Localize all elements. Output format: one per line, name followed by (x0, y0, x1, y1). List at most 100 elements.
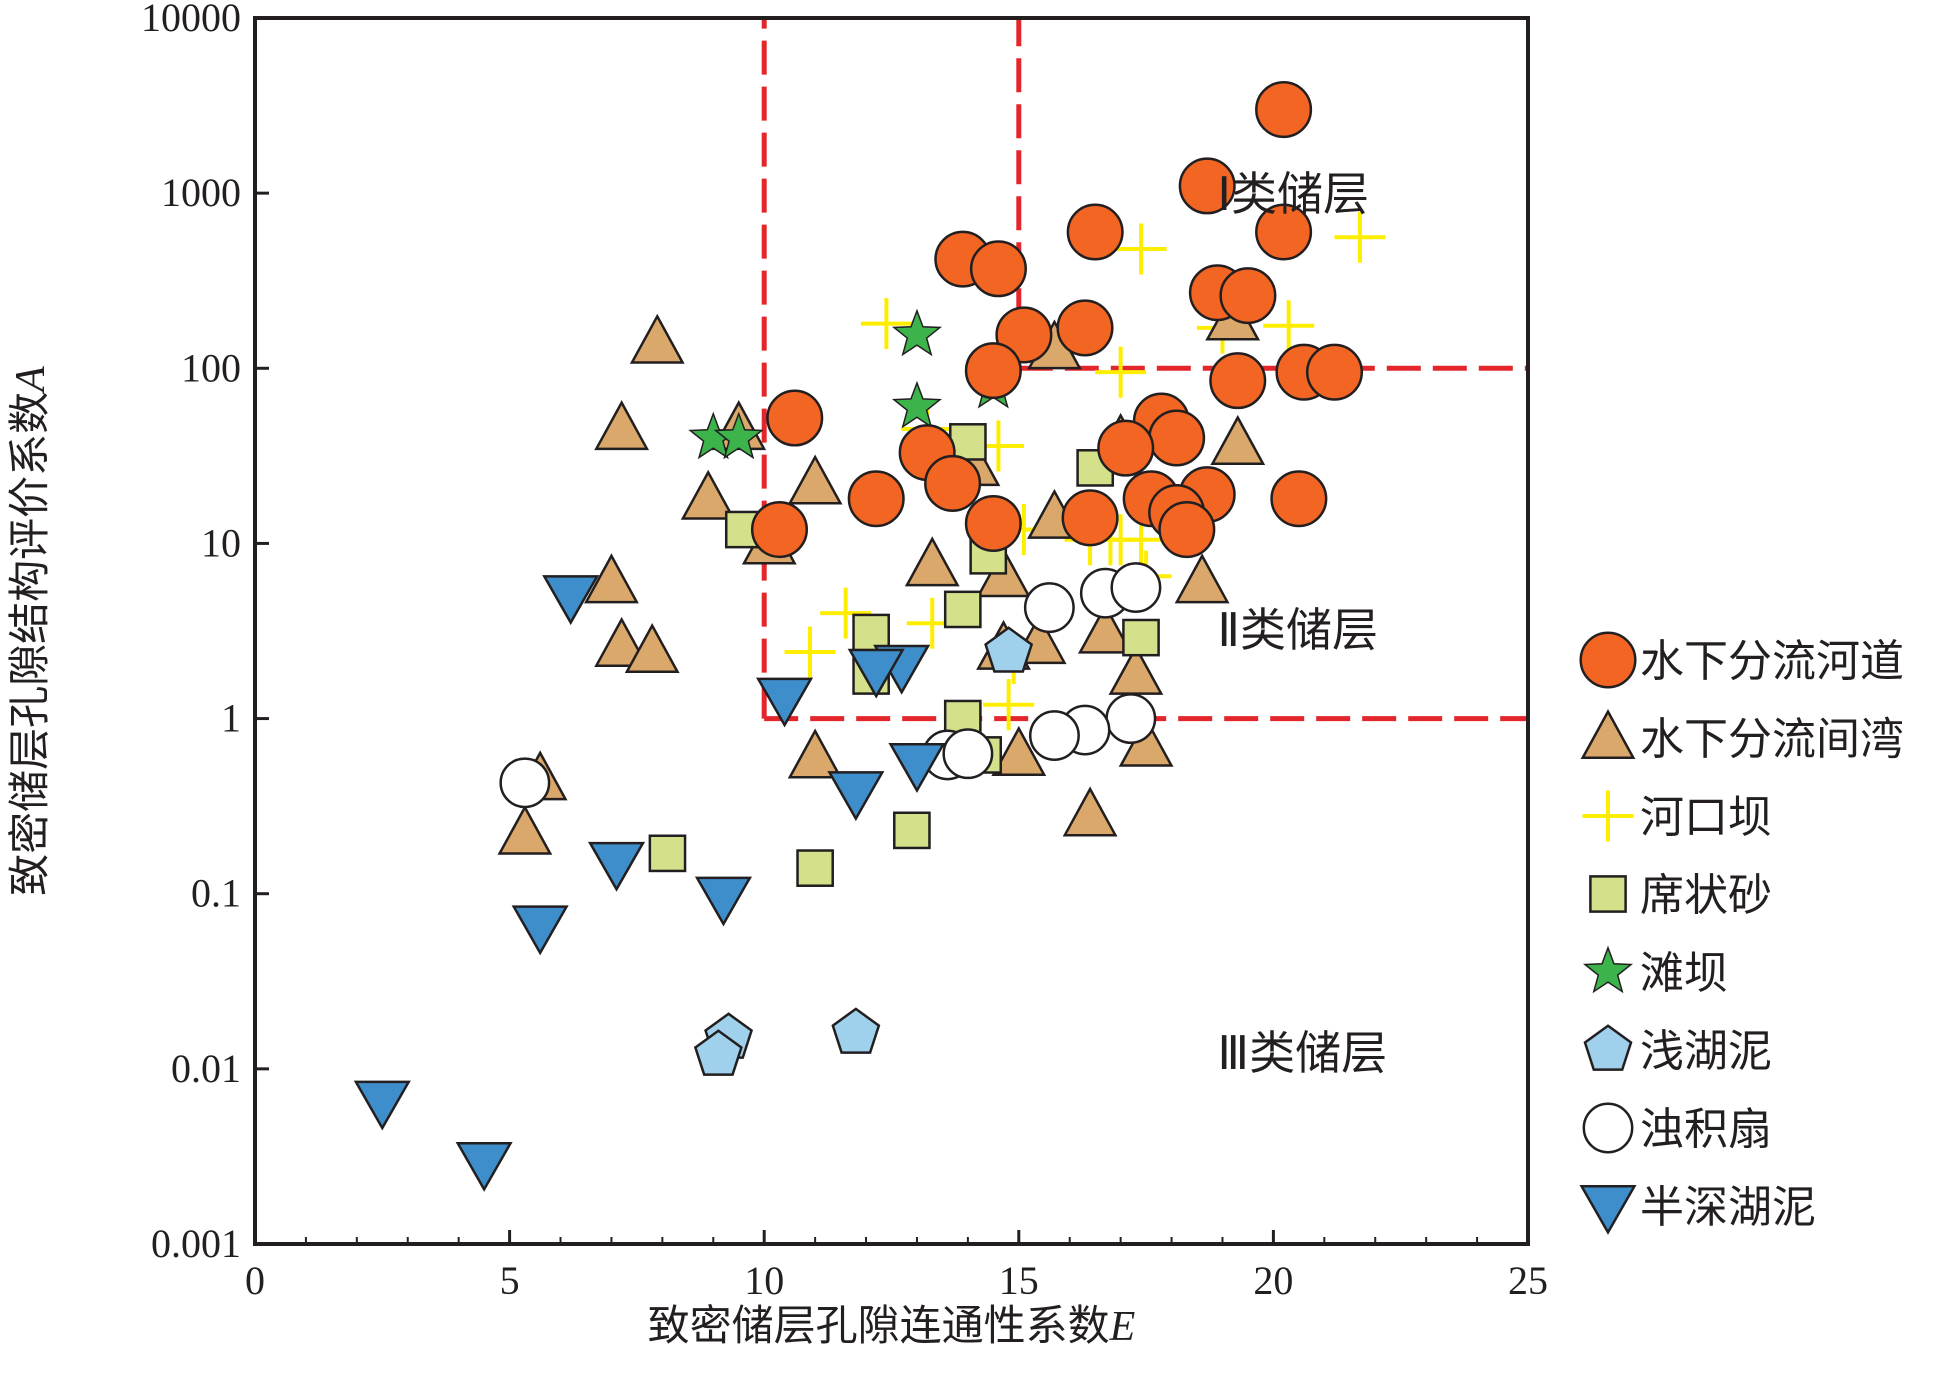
plot-frame (253, 16, 1530, 1246)
x-tick-label: 20 (1253, 1258, 1293, 1303)
x-tick-label: 0 (245, 1258, 265, 1303)
data-point-circle (969, 240, 1027, 298)
y-axis-title-var: A (8, 366, 54, 395)
data-point-open-circle (1023, 582, 1075, 634)
data-point-triangle (624, 622, 680, 674)
legend-marker-pentagon (1583, 1024, 1633, 1071)
y-tick-label: 100 (181, 345, 241, 390)
legend-label: 半深湖泥 (1640, 1182, 1816, 1233)
data-point-down-triangle (353, 1080, 411, 1131)
y-tick-label: 10 (201, 520, 241, 565)
x-tick-label: 10 (744, 1258, 784, 1303)
data-point-square (1122, 618, 1160, 657)
data-point-star (891, 308, 943, 357)
data-point-square (893, 811, 931, 850)
data-point-down-triangle (455, 1141, 513, 1192)
data-point-open-circle (1028, 710, 1080, 761)
data-point-square (648, 834, 687, 873)
x-axis-title: 致密储层孔隙连通性系数E (648, 1301, 1136, 1350)
data-point-down-triangle (847, 648, 905, 699)
legend-label: 浊积扇 (1640, 1104, 1772, 1155)
legend-label: 浅湖泥 (1640, 1026, 1772, 1077)
region-label: Ⅲ类储层 (1217, 1026, 1387, 1080)
y-tick-label: 0.01 (171, 1046, 241, 1091)
data-point-plus (1334, 211, 1386, 263)
y-tick-label: 10000 (141, 0, 241, 40)
data-point-circle (1209, 352, 1267, 410)
data-point-circle (1255, 203, 1313, 261)
data-point-triangle (594, 400, 650, 451)
region-label: Ⅰ类储层 (1217, 167, 1369, 221)
legend-marker-open-circle (1582, 1102, 1634, 1154)
data-point-star (891, 380, 943, 429)
data-point-circle (1270, 470, 1328, 528)
x-axis-title-text: 致密储层孔隙连通性系数 (648, 1301, 1110, 1350)
data-point-triangle (594, 616, 650, 667)
data-point-circle (1061, 489, 1119, 547)
x-tick-label: 15 (999, 1258, 1039, 1303)
data-point-triangle (1174, 553, 1230, 604)
data-point-plus (983, 679, 1035, 731)
data-point-pentagon (693, 1029, 743, 1076)
legend-label: 河口坝 (1640, 792, 1772, 843)
data-point-triangle (680, 469, 736, 520)
data-point-down-triangle (827, 771, 885, 822)
data-point-pentagon (984, 626, 1034, 673)
data-point-square (949, 423, 987, 461)
data-point-circle (750, 501, 809, 559)
data-point-triangle (904, 536, 960, 587)
data-point-circle (1148, 409, 1206, 467)
data-point-circle (1178, 157, 1236, 215)
data-point-open-circle (499, 757, 551, 809)
x-axis-title-var: E (1109, 1304, 1136, 1350)
data-point-down-triangle (511, 905, 569, 956)
y-tick-label: 0.1 (191, 871, 241, 916)
legend-label: 水下分流间湾 (1640, 714, 1904, 765)
data-point-circle (1066, 203, 1124, 261)
data-point-star (713, 411, 764, 460)
data-point-circle (964, 494, 1022, 553)
data-point-down-triangle (888, 742, 946, 793)
region-label: Ⅱ类储层 (1217, 603, 1378, 657)
data-point-down-triangle (756, 677, 814, 728)
data-point-plus (1115, 223, 1167, 275)
legend-label: 滩坝 (1640, 948, 1728, 999)
data-point-circle (1305, 343, 1364, 401)
series-circle (750, 81, 1364, 559)
data-point-circle (1158, 501, 1216, 559)
x-tick-label: 25 (1508, 1258, 1548, 1303)
data-point-circle (924, 454, 982, 512)
data-point-triangle (1210, 414, 1266, 465)
y-tick-label: 1 (221, 696, 241, 741)
data-point-plus (784, 626, 836, 678)
data-point-plus (1263, 300, 1315, 352)
data-point-circle (766, 389, 824, 447)
data-point-circle (1056, 299, 1114, 357)
data-point-circle (847, 470, 905, 528)
data-point-down-triangle (694, 876, 753, 927)
data-point-plus (820, 587, 872, 639)
data-point-square (796, 849, 834, 887)
data-point-triangle (1062, 786, 1118, 837)
legend-label: 席状砂 (1640, 870, 1772, 921)
data-point-plus (860, 298, 912, 350)
data-point-triangle (584, 553, 639, 604)
x-tick-label: 5 (500, 1258, 520, 1303)
data-point-open-circle (1110, 562, 1162, 613)
series-down-triangle (353, 575, 946, 1192)
region-labels: Ⅰ类储层 Ⅱ类储层 Ⅲ类储层 (1217, 167, 1387, 1080)
legend-marker-square (1589, 875, 1627, 913)
data-point-triangle (787, 728, 843, 779)
legend-marker-star (1582, 945, 1634, 994)
y-axis-title: 致密储层孔隙结构评价系数A (5, 366, 54, 896)
legend-marker-down-triangle (1579, 1184, 1637, 1235)
data-point-pentagon (831, 1007, 881, 1054)
data-point-circle (964, 342, 1022, 400)
data-point-triangle (1077, 603, 1133, 654)
data-point-circle (1097, 419, 1155, 477)
data-point-square (943, 590, 982, 629)
data-point-down-triangle (587, 841, 646, 892)
data-point-open-circle (942, 728, 994, 780)
